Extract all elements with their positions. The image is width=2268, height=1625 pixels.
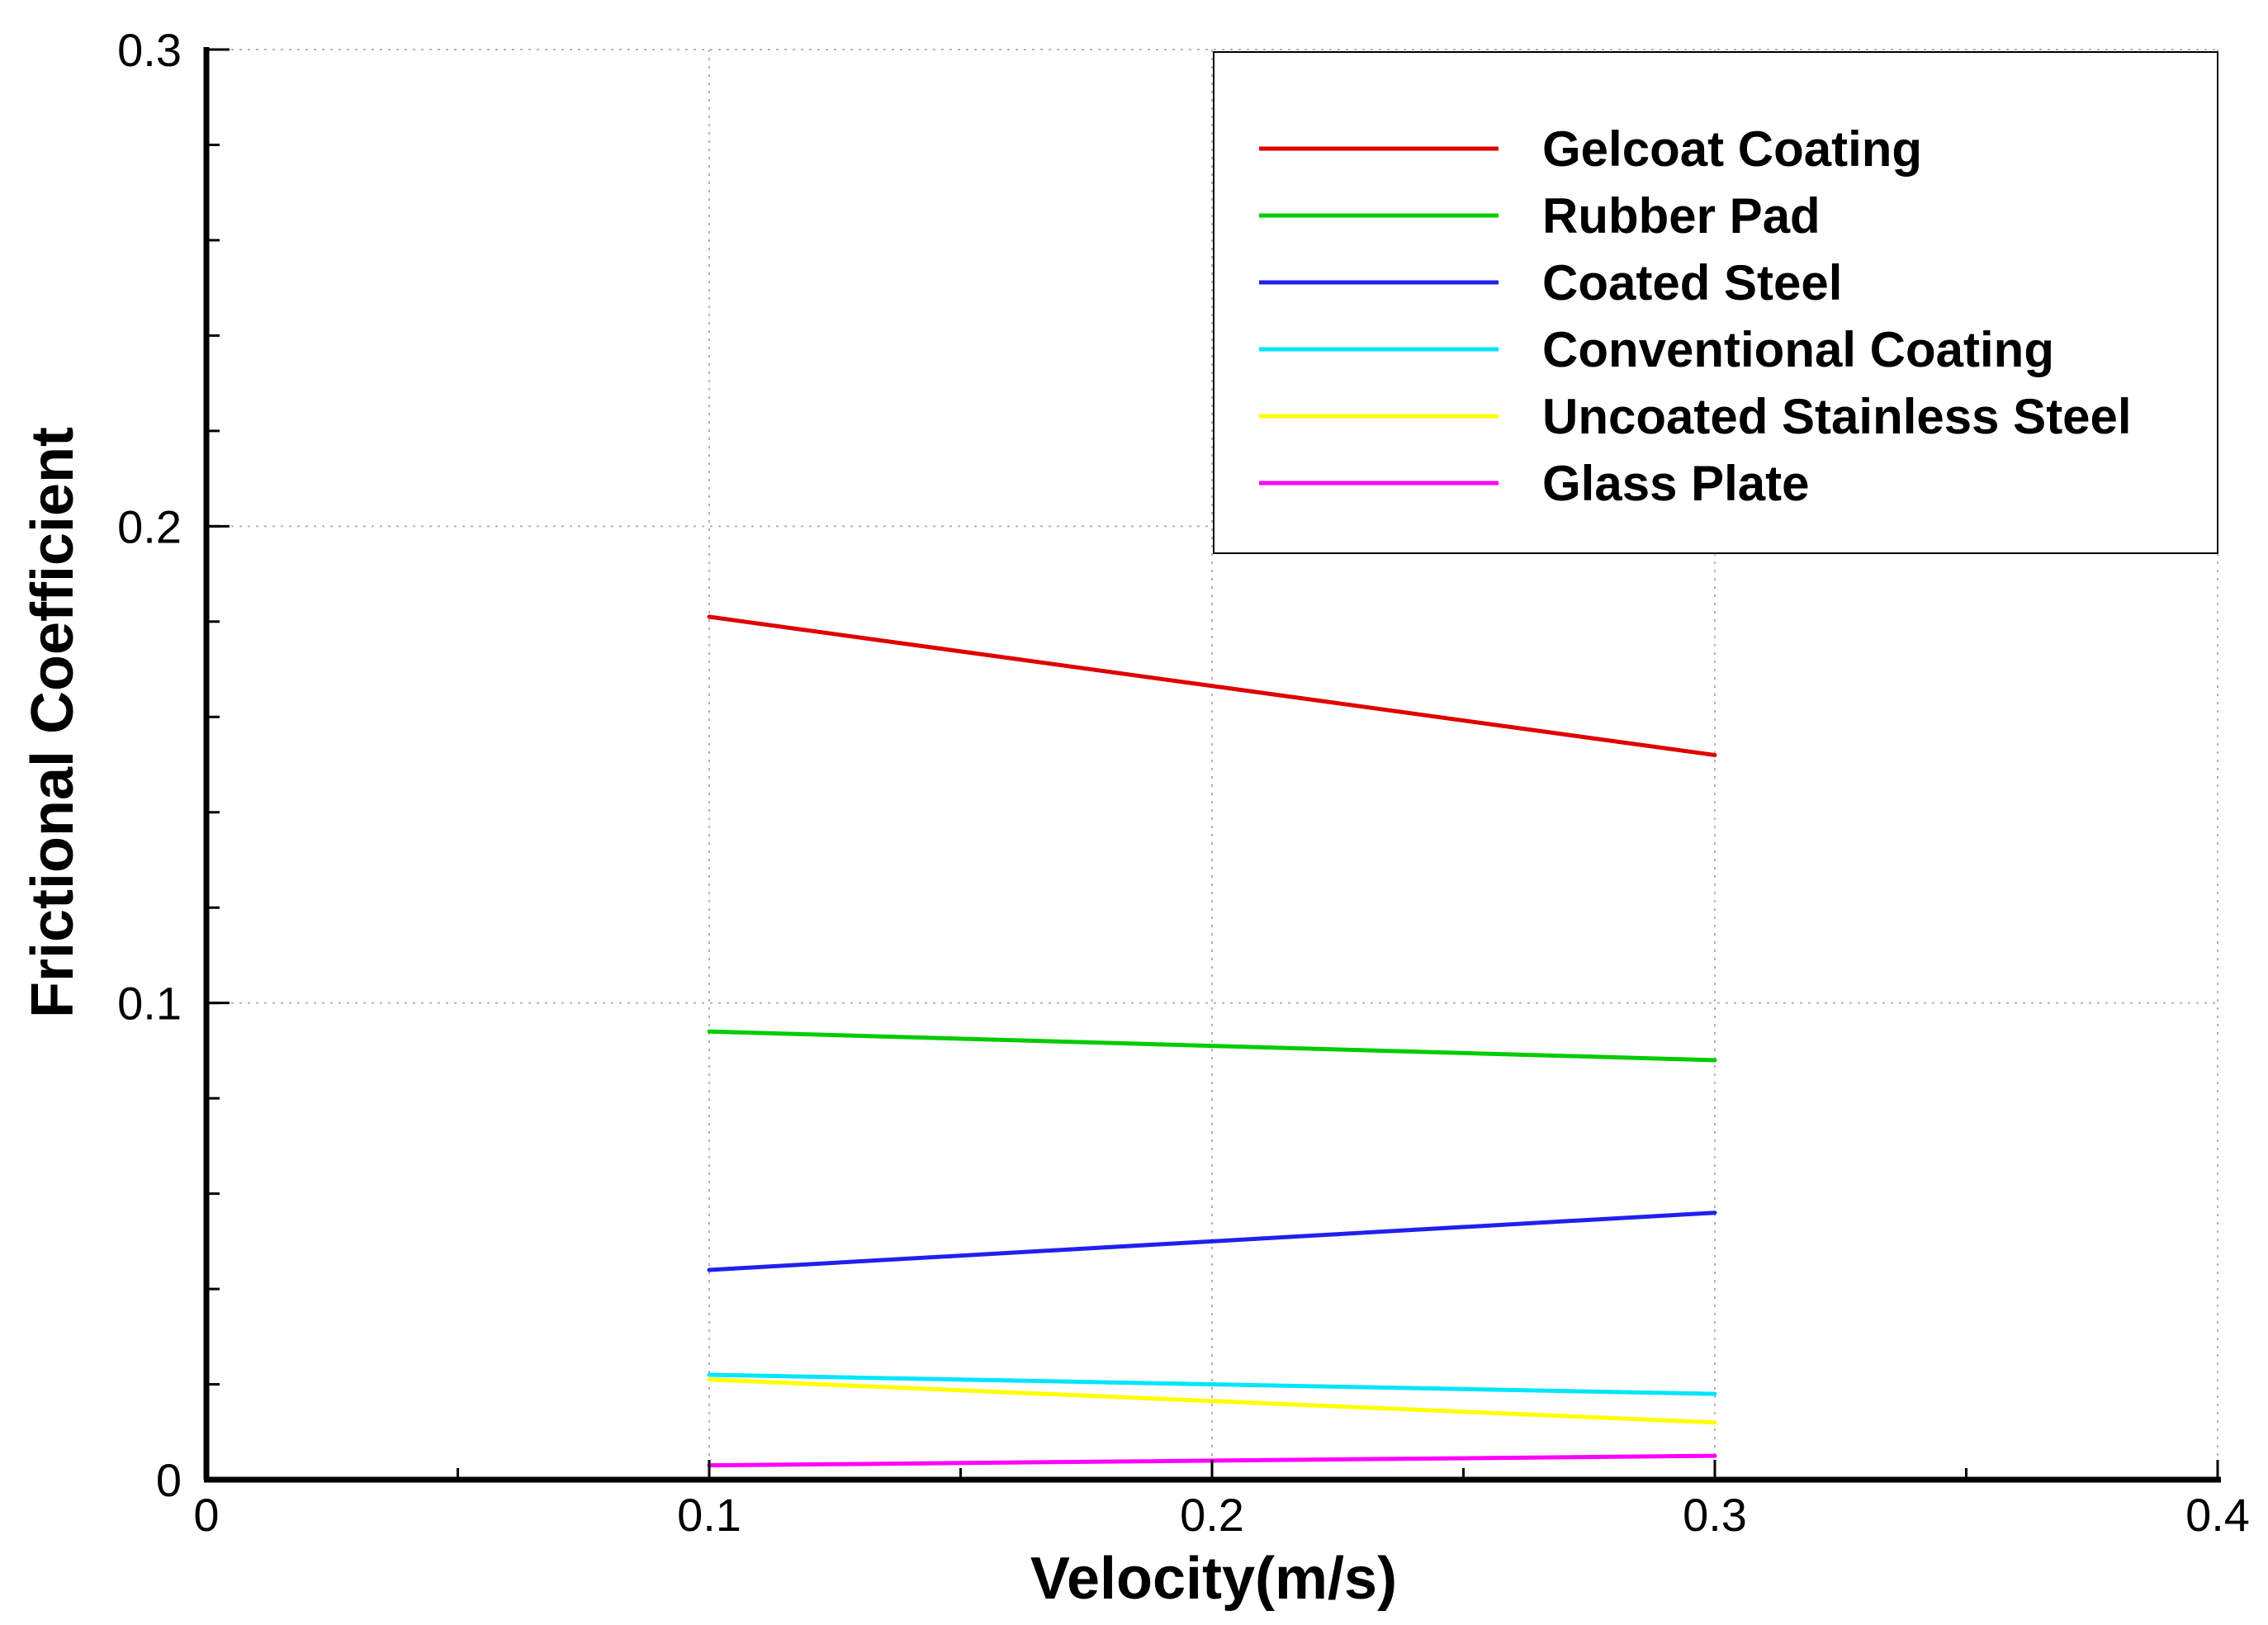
- legend-box: [1213, 51, 2218, 554]
- legend-label: Coated Steel: [1542, 255, 1842, 310]
- y-tick-label: 0.2: [117, 500, 182, 552]
- legend-label: Glass Plate: [1542, 456, 1810, 511]
- series-line-conventional-coating: [707, 1372, 1717, 1396]
- x-tick-label: 0.3: [1683, 1489, 1747, 1541]
- series-lines: [707, 614, 1717, 1468]
- x-tick-label: 0.2: [1180, 1489, 1244, 1541]
- legend-label: Rubber Pad: [1542, 188, 1821, 244]
- series-line-rubber-pad: [707, 1029, 1717, 1063]
- x-tick-labels: 0 0.1 0.2 0.3 0.4: [193, 1489, 2250, 1541]
- legend: Gelcoat Coating Rubber Pad Coated Steel Con…: [1213, 51, 2218, 554]
- tick-marks: [205, 48, 2219, 1481]
- y-tick-label: 0: [156, 1454, 182, 1506]
- y-tick-label: 0.3: [117, 24, 182, 76]
- x-tick-label: 0.4: [2185, 1489, 2250, 1541]
- y-tick-labels: 0 0.1 0.2 0.3: [117, 24, 182, 1506]
- x-tick-label: 0.1: [677, 1489, 741, 1541]
- legend-items: Gelcoat Coating Rubber Pad Coated Steel Con…: [1259, 121, 2132, 511]
- series-line-gelcoat-coating: [707, 614, 1717, 757]
- y-axis-title: Frictional Coefficient: [20, 427, 86, 1018]
- series-line-coated-steel: [707, 1210, 1717, 1272]
- x-axis-title: Velocity(m/s): [1030, 1546, 1397, 1612]
- x-tick-label: 0: [193, 1489, 219, 1541]
- legend-label: Gelcoat Coating: [1542, 121, 1922, 177]
- y-tick-label: 0.1: [117, 978, 182, 1030]
- legend-label: Uncoated Stainless Steel: [1542, 389, 2132, 444]
- series-line-uncoated-stainless-steel: [707, 1377, 1717, 1425]
- legend-label: Conventional Coating: [1542, 322, 2054, 377]
